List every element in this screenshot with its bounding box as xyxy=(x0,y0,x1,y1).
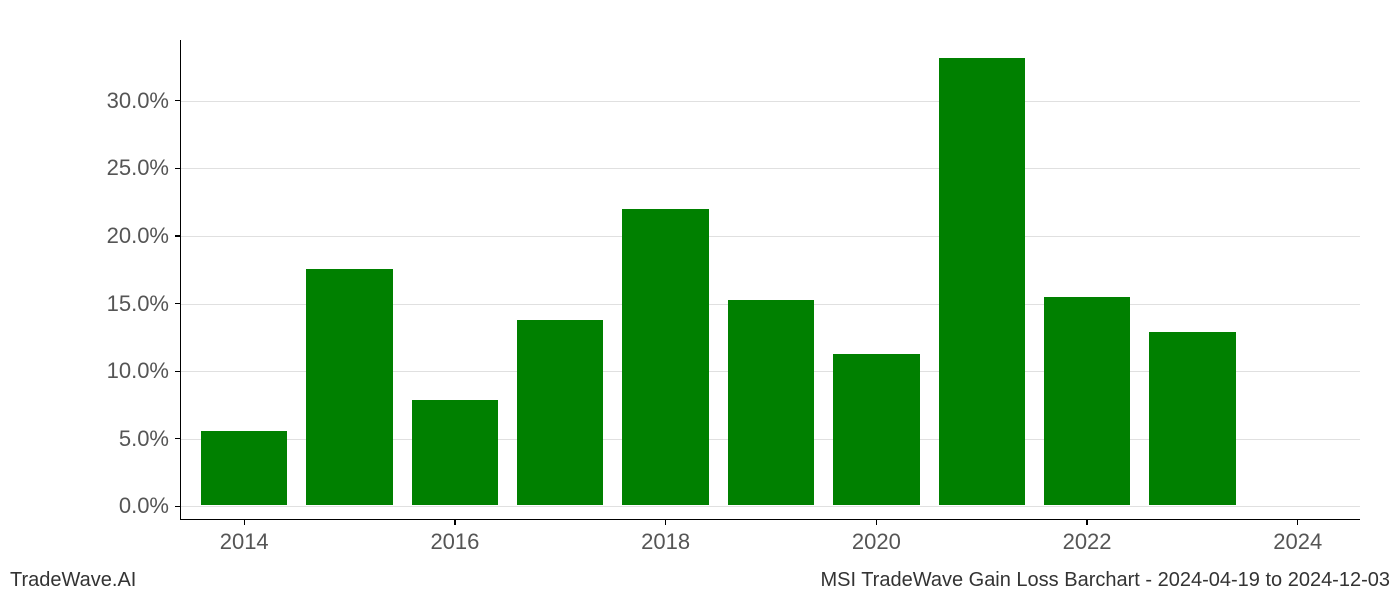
bar-2021 xyxy=(939,58,1025,506)
gridline xyxy=(181,236,1360,237)
bar-2017 xyxy=(517,320,603,505)
y-tick-label: 20.0% xyxy=(107,223,181,249)
bar-2020 xyxy=(833,354,919,505)
bar-2014 xyxy=(201,431,287,505)
y-tick-label: 25.0% xyxy=(107,155,181,181)
plot-area: 0.0%5.0%10.0%15.0%20.0%25.0%30.0%2014201… xyxy=(180,40,1360,520)
bar-2016 xyxy=(412,400,498,505)
y-tick-label: 30.0% xyxy=(107,88,181,114)
bar-2018 xyxy=(622,209,708,505)
gridline xyxy=(181,506,1360,507)
y-tick-label: 5.0% xyxy=(119,426,181,452)
footer-caption: MSI TradeWave Gain Loss Barchart - 2024-… xyxy=(820,569,1390,592)
bar-2023 xyxy=(1149,332,1235,505)
gridline xyxy=(181,101,1360,102)
x-tick-label: 2024 xyxy=(1273,519,1322,555)
x-tick-label: 2020 xyxy=(852,519,901,555)
gridline xyxy=(181,168,1360,169)
gain-loss-barchart: 0.0%5.0%10.0%15.0%20.0%25.0%30.0%2014201… xyxy=(180,40,1360,520)
y-tick-label: 15.0% xyxy=(107,291,181,317)
x-tick-label: 2022 xyxy=(1063,519,1112,555)
bar-2022 xyxy=(1044,297,1130,505)
bar-2015 xyxy=(306,269,392,506)
x-tick-label: 2018 xyxy=(641,519,690,555)
x-tick-label: 2014 xyxy=(220,519,269,555)
bar-2019 xyxy=(728,300,814,506)
y-tick-label: 10.0% xyxy=(107,358,181,384)
footer-brand: TradeWave.AI xyxy=(10,569,136,592)
x-tick-label: 2016 xyxy=(430,519,479,555)
y-tick-label: 0.0% xyxy=(119,493,181,519)
